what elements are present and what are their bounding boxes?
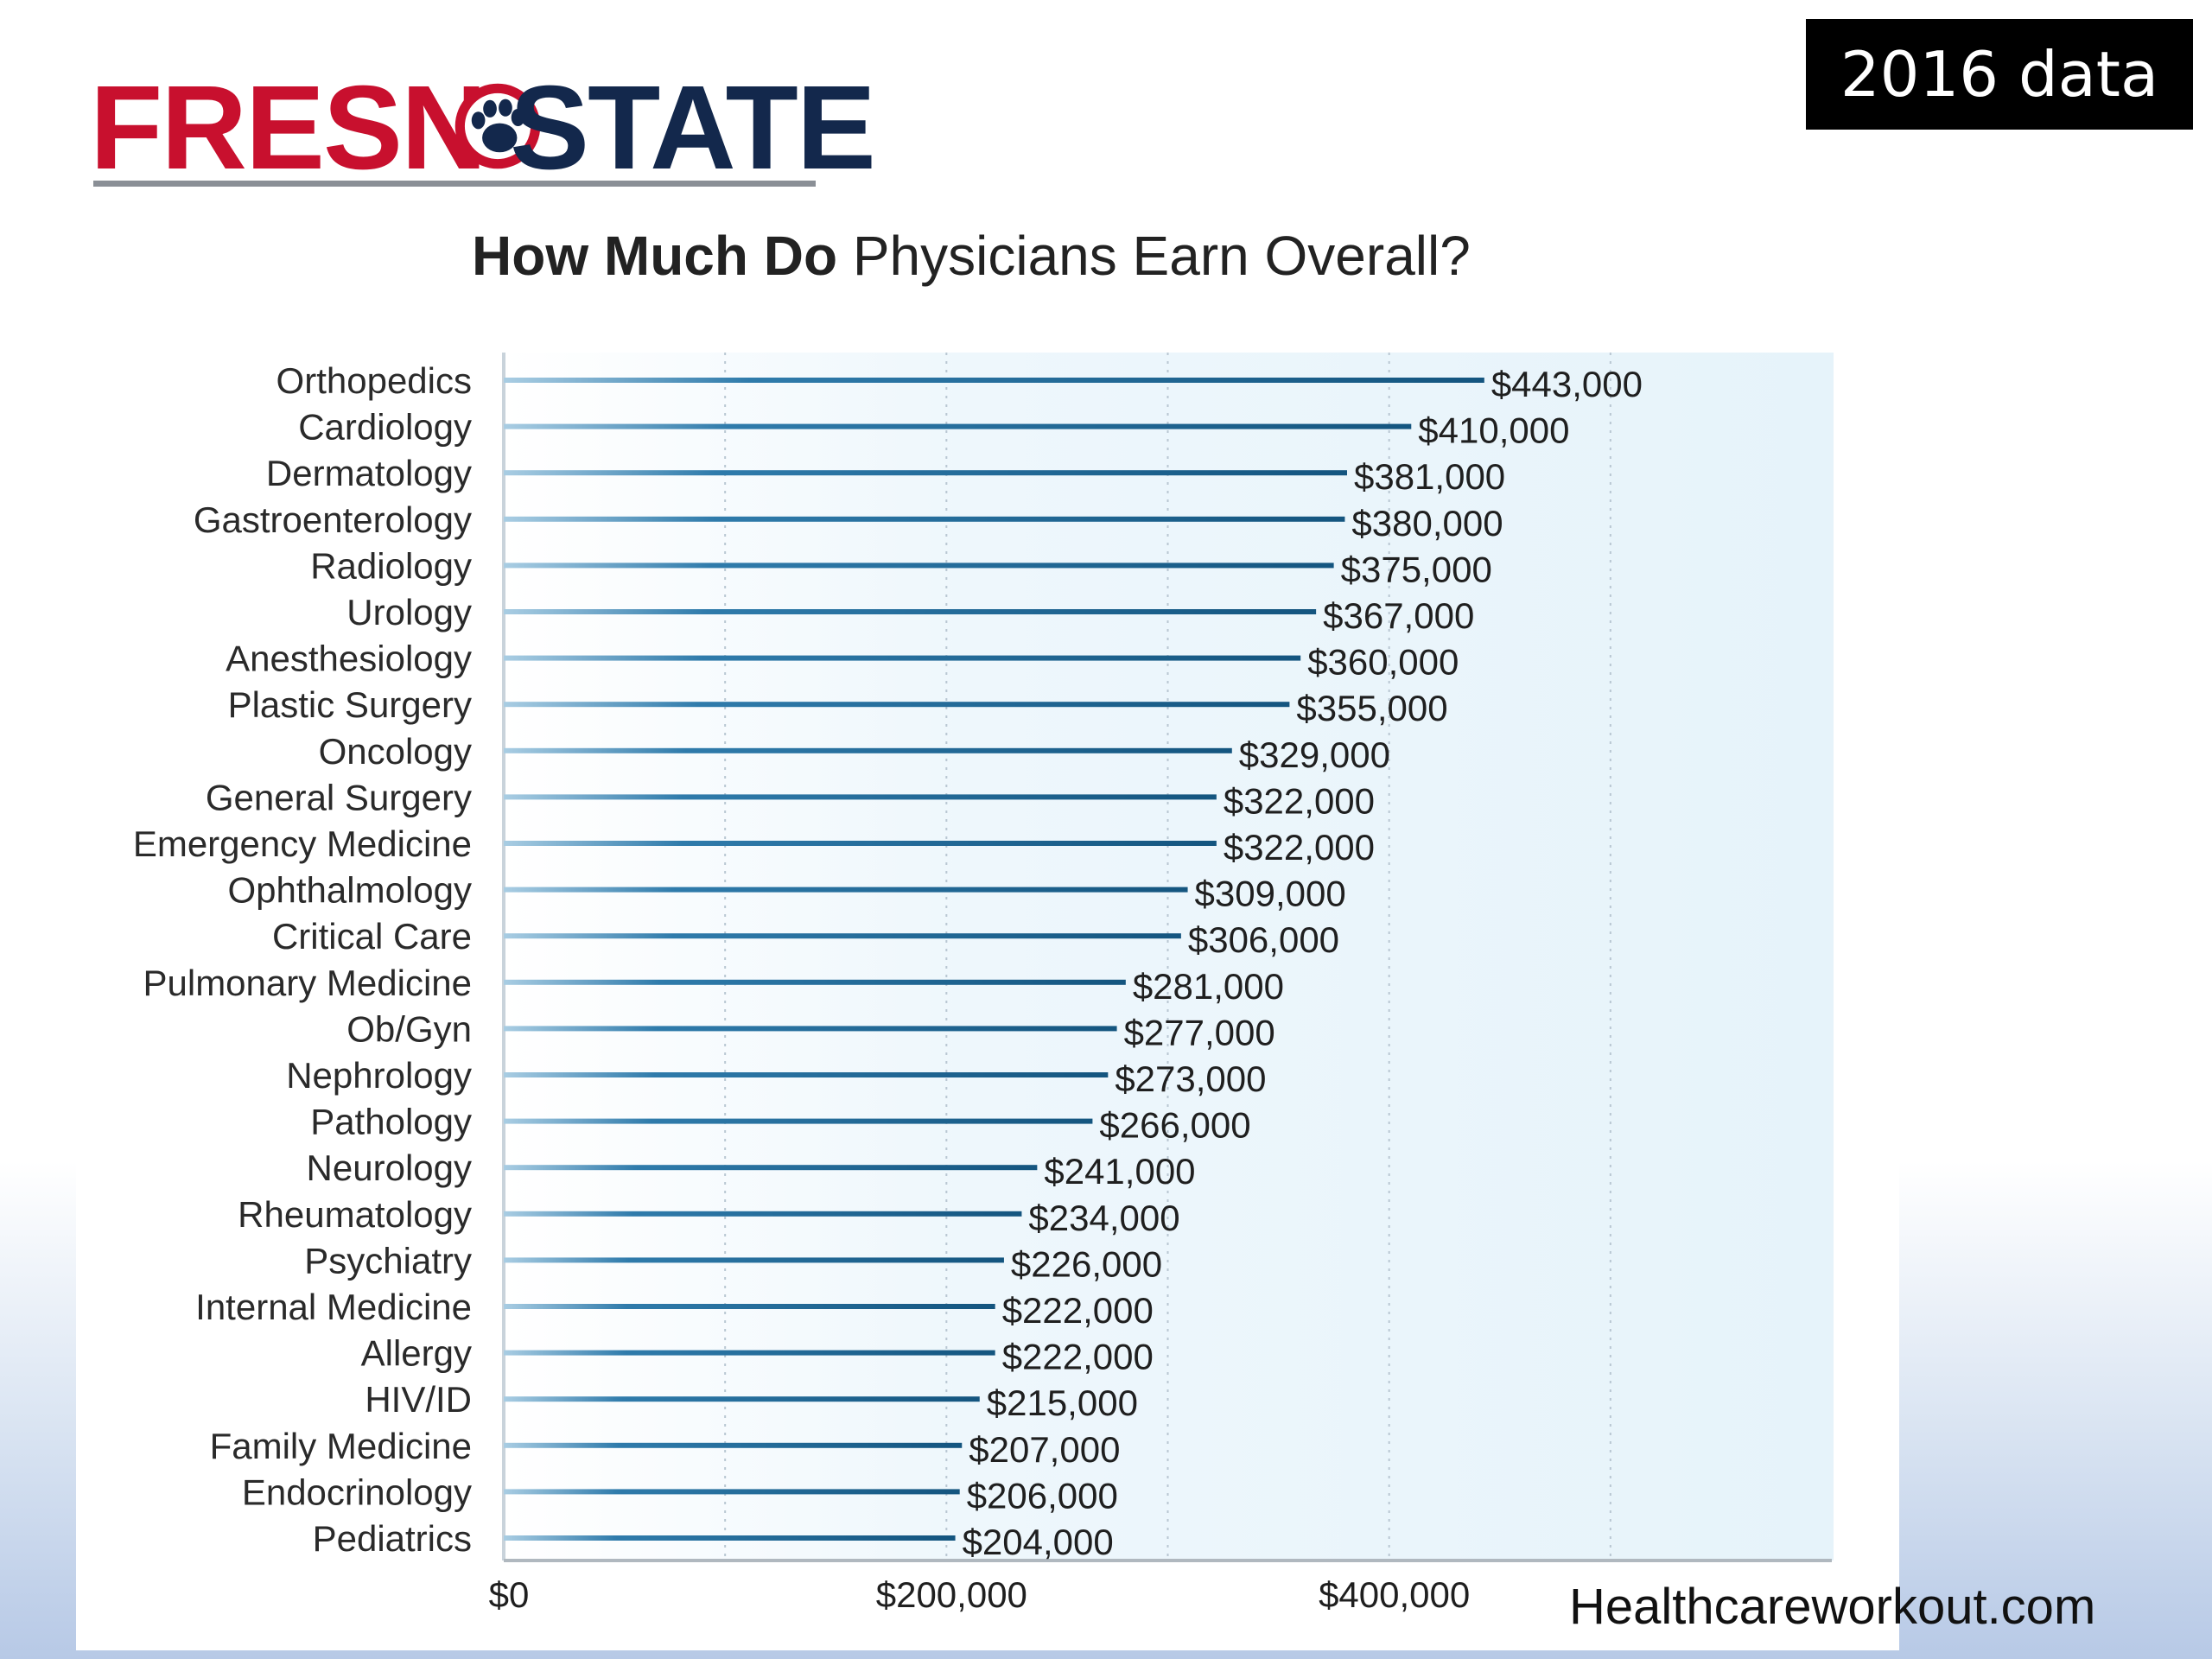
year-badge: 2016 data: [1806, 19, 2193, 130]
category-label: Pediatrics: [313, 1518, 472, 1559]
bar: [504, 563, 1334, 569]
category-label: Psychiatry: [304, 1240, 472, 1281]
logo-text-state: STATE: [510, 61, 876, 194]
category-label: HIV/ID: [365, 1379, 472, 1420]
category-label: Endocrinology: [242, 1471, 472, 1512]
bar: [504, 1118, 1093, 1124]
bar: [504, 609, 1317, 614]
category-label: Anesthesiology: [226, 639, 472, 679]
category-label: Radiology: [310, 545, 472, 586]
bar: [504, 794, 1217, 800]
category-label: Oncology: [319, 731, 472, 772]
bar: [504, 1165, 1038, 1171]
bar: [504, 1257, 1004, 1263]
category-label: Family Medicine: [210, 1426, 472, 1466]
value-label: $215,000: [987, 1382, 1138, 1423]
category-label: Neurology: [307, 1147, 472, 1188]
value-label: $204,000: [963, 1522, 1114, 1562]
value-label: $241,000: [1044, 1151, 1195, 1192]
value-label: $309,000: [1195, 874, 1346, 914]
category-label: Internal Medicine: [195, 1287, 472, 1327]
value-label: $381,000: [1354, 456, 1505, 497]
value-label: $443,000: [1491, 364, 1643, 404]
bar: [504, 887, 1188, 893]
chart-title: How Much Do Physicians Earn Overall?: [472, 221, 1595, 290]
value-label: $206,000: [967, 1475, 1118, 1516]
category-label: Emergency Medicine: [133, 823, 472, 864]
bar: [504, 655, 1301, 661]
bar: [504, 1489, 960, 1495]
bar: [504, 423, 1412, 429]
bar: [504, 470, 1347, 476]
category-label: Nephrology: [286, 1055, 472, 1096]
bar: [504, 1442, 963, 1448]
bar: [504, 933, 1181, 939]
x-tick-label: $400,000: [1319, 1574, 1470, 1615]
category-label: Critical Care: [272, 916, 472, 957]
value-label: $367,000: [1323, 595, 1474, 636]
paw-icon: [454, 83, 541, 169]
value-label: $329,000: [1239, 734, 1390, 775]
category-label: Ob/Gyn: [346, 1008, 472, 1049]
bar: [504, 841, 1217, 846]
x-tick-label: $0: [489, 1574, 530, 1615]
chart-title-rest: Physicians Earn Overall?: [837, 225, 1471, 287]
logo-underline: [93, 181, 816, 187]
category-label: Urology: [346, 592, 472, 632]
bar: [504, 516, 1345, 522]
category-label: Orthopedics: [276, 360, 472, 401]
value-label: $355,000: [1296, 688, 1447, 728]
value-label: $281,000: [1133, 966, 1284, 1007]
value-label: $234,000: [1028, 1198, 1179, 1238]
value-label: $360,000: [1307, 642, 1459, 683]
value-label: $322,000: [1224, 827, 1375, 868]
value-label: $375,000: [1341, 549, 1492, 589]
bar: [504, 1211, 1022, 1217]
category-label: Dermatology: [266, 453, 472, 493]
bar: [504, 1026, 1117, 1032]
category-label: Plastic Surgery: [228, 684, 472, 725]
value-label: $266,000: [1099, 1105, 1250, 1146]
source-watermark: Healthcareworkout.com: [1569, 1579, 2096, 1635]
bar: [504, 1535, 956, 1541]
category-label: Ophthalmology: [228, 870, 473, 911]
chart-title-bold: How Much Do: [472, 225, 838, 287]
value-label: $273,000: [1115, 1058, 1266, 1099]
bar: [504, 702, 1290, 708]
bar: [504, 979, 1126, 985]
bar: [504, 1072, 1109, 1077]
value-label: $306,000: [1188, 919, 1339, 960]
bar: [504, 1304, 995, 1309]
value-label: $207,000: [969, 1429, 1120, 1470]
category-label: Cardiology: [298, 407, 472, 448]
category-label: Rheumatology: [238, 1194, 472, 1235]
value-label: $222,000: [1002, 1337, 1154, 1377]
category-label: Pathology: [310, 1102, 472, 1142]
fresno-state-logo: FRESN STATE: [90, 61, 876, 194]
value-label: $222,000: [1002, 1290, 1154, 1331]
category-label: General Surgery: [206, 777, 472, 817]
category-label: Gastroenterology: [194, 499, 472, 540]
x-tick-label: $200,000: [876, 1574, 1027, 1615]
bar: [504, 1396, 980, 1402]
category-label: Pulmonary Medicine: [143, 963, 472, 1003]
value-label: $380,000: [1351, 503, 1503, 543]
value-label: $226,000: [1011, 1243, 1162, 1284]
bar: [504, 1350, 995, 1356]
value-label: $410,000: [1418, 410, 1569, 451]
value-label: $322,000: [1224, 780, 1375, 821]
logo-text-fresno: FRESN: [90, 61, 487, 194]
category-label: Allergy: [361, 1333, 472, 1374]
bar: [504, 378, 1484, 383]
value-label: $277,000: [1124, 1012, 1275, 1052]
bar: [504, 747, 1232, 753]
